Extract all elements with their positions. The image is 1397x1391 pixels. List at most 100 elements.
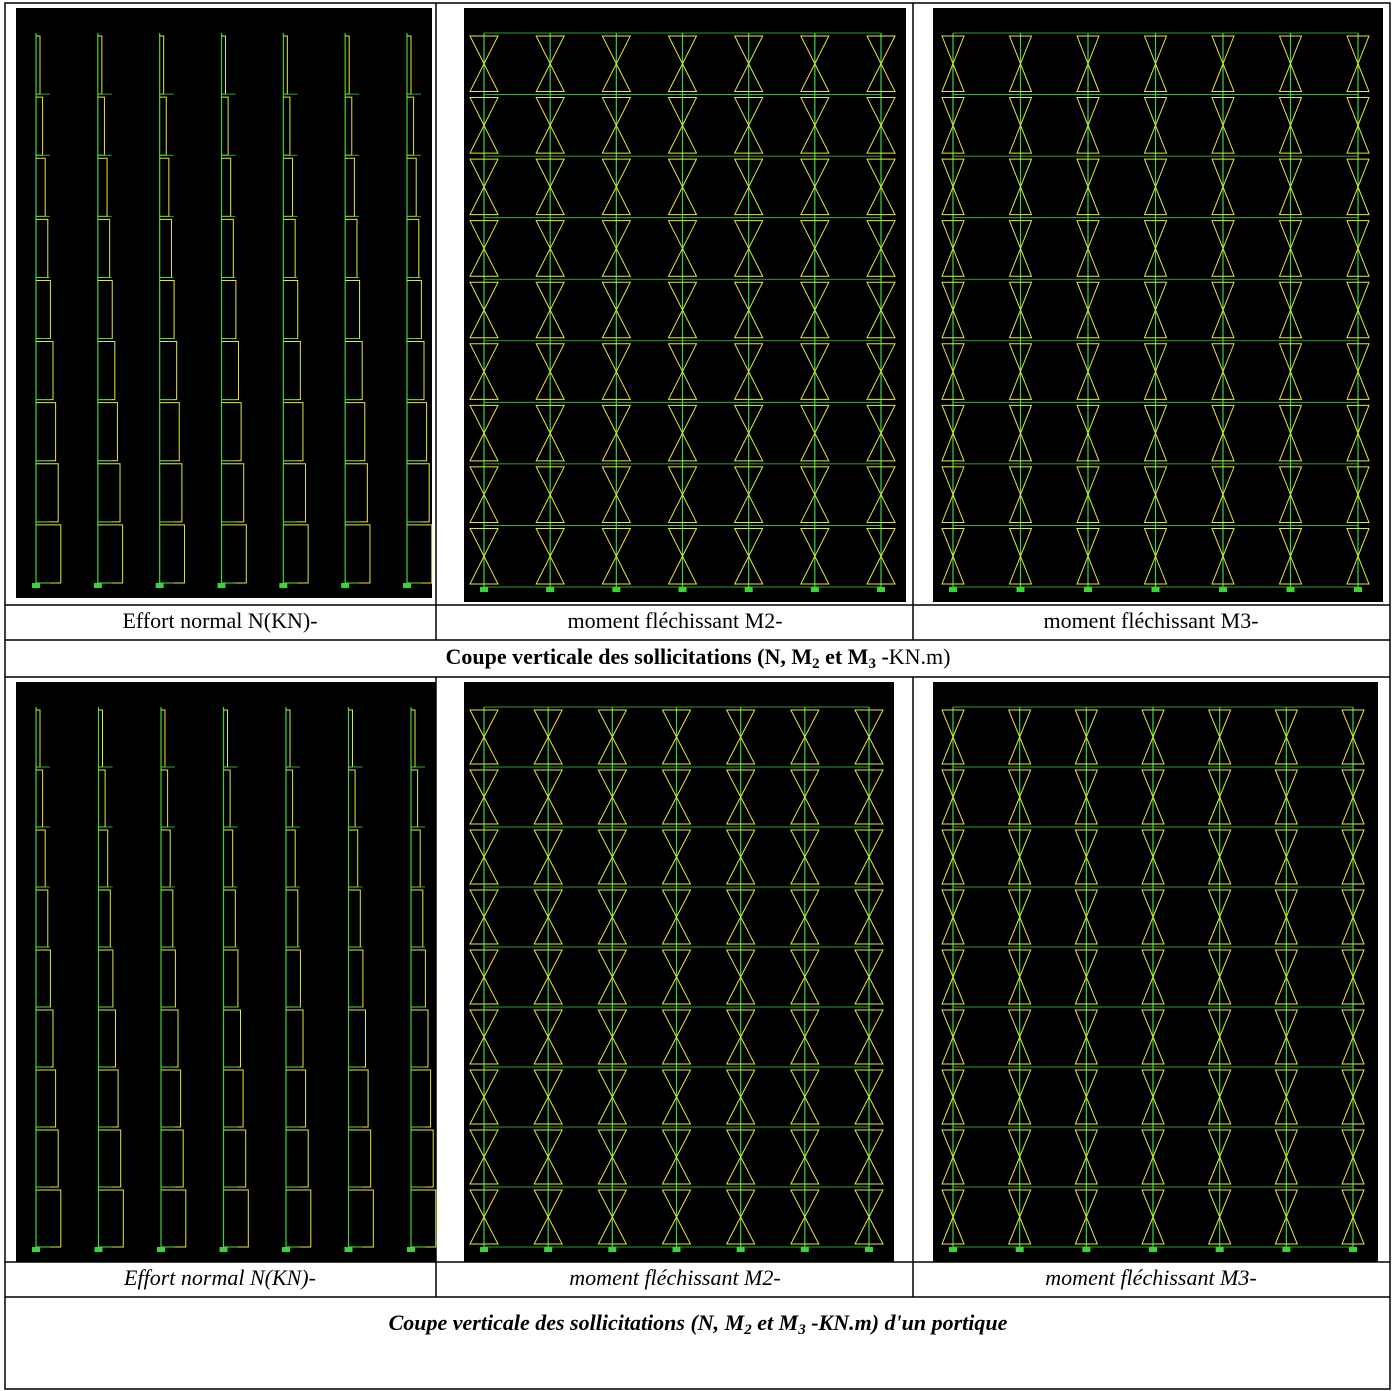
- moment-diagram: [597, 829, 628, 885]
- moment-diagram: [790, 829, 820, 885]
- moment-diagram: [1211, 35, 1235, 93]
- moment-diagram: [469, 709, 499, 765]
- moment-diagram: [1346, 343, 1370, 400]
- moment-diagram: [1143, 343, 1168, 400]
- moment-diagram: [597, 1129, 628, 1185]
- moment-diagram: [1207, 1189, 1232, 1245]
- title-part: et M: [820, 644, 869, 669]
- support: [93, 583, 102, 588]
- moment-diagram: [1211, 527, 1235, 585]
- moment-diagram: [1207, 949, 1232, 1005]
- moment-diagram: [1341, 1129, 1365, 1185]
- support: [810, 587, 819, 592]
- moment-diagram: [469, 1189, 499, 1245]
- moment-diagram: [1341, 769, 1365, 825]
- moment-diagram: [1008, 343, 1033, 400]
- moment-diagram: [1341, 829, 1365, 885]
- moment-diagram: [1074, 1129, 1099, 1185]
- moment-diagram: [1074, 1069, 1099, 1125]
- support: [1149, 1247, 1157, 1252]
- moment-diagram: [1008, 220, 1033, 277]
- moment-diagram: [1211, 220, 1235, 277]
- moment-diagram: [1007, 1129, 1032, 1185]
- moment-diagram: [1211, 466, 1235, 523]
- moment-diagram: [1341, 1069, 1365, 1125]
- support: [480, 587, 488, 592]
- moment-diagram: [661, 889, 692, 945]
- support: [282, 1247, 290, 1252]
- support: [877, 587, 885, 592]
- moment-diagram: [1341, 1009, 1365, 1065]
- support: [1151, 587, 1160, 592]
- moment-diagram: [1207, 889, 1232, 945]
- moment-diagram: [601, 527, 632, 585]
- moment-diagram: [733, 527, 764, 585]
- moment-diagram: [535, 281, 565, 339]
- moment-diagram: [1211, 97, 1235, 154]
- moment-diagram: [1278, 97, 1303, 154]
- moment-diagram: [1143, 527, 1168, 585]
- moment-diagram: [1143, 404, 1168, 462]
- moment-diagram: [733, 158, 764, 216]
- moment-diagram: [1211, 404, 1235, 462]
- moment-diagram: [941, 769, 965, 825]
- section-title: Coupe verticale des sollicitations (N, M…: [445, 644, 950, 672]
- moment-diagram: [667, 404, 698, 462]
- moment-diagram: [1141, 1009, 1165, 1065]
- table-border: [4, 2, 1391, 1390]
- moment-diagram: [1076, 35, 1100, 93]
- moment-diagram: [1141, 1129, 1165, 1185]
- moment-diagram: [800, 158, 830, 216]
- support: [672, 1247, 681, 1252]
- moment-diagram: [854, 949, 884, 1005]
- moment-diagram: [1341, 949, 1365, 1005]
- moment-diagram: [535, 466, 565, 523]
- moment-diagram: [1211, 343, 1235, 400]
- moment-diagram: [800, 343, 830, 400]
- moment-diagram: [733, 404, 764, 462]
- moment-diagram: [854, 1189, 884, 1245]
- moment-diagram: [800, 35, 830, 93]
- moment-diagram: [854, 1069, 884, 1125]
- diagram-panels: [16, 8, 1383, 1262]
- moment-diagram: [533, 709, 563, 765]
- moment-diagram: [661, 709, 692, 765]
- moment-diagram: [1074, 889, 1099, 945]
- support: [1349, 1247, 1357, 1252]
- moment-diagram: [866, 281, 896, 339]
- moment-diagram: [800, 404, 830, 462]
- moment-diagram: [941, 343, 965, 400]
- support: [407, 1247, 415, 1252]
- support: [157, 1247, 165, 1252]
- support: [279, 583, 288, 588]
- moment-diagram: [1211, 281, 1235, 339]
- moment-diagram: [790, 1009, 820, 1065]
- moment-diagram: [725, 1069, 756, 1125]
- moment-diagram: [1346, 220, 1370, 277]
- moment-diagram: [597, 889, 628, 945]
- moment-diagram: [800, 220, 830, 277]
- moment-diagram: [535, 97, 565, 154]
- moment-diagram: [941, 466, 965, 523]
- support: [1016, 587, 1025, 592]
- moment-diagram: [941, 829, 965, 885]
- moment-diagram: [725, 709, 756, 765]
- moment-diagram: [597, 709, 628, 765]
- support: [1215, 1247, 1224, 1252]
- moment-diagram: [1143, 466, 1168, 523]
- moment-diagram: [469, 35, 499, 93]
- moment-diagram: [866, 527, 896, 585]
- moment-diagram: [725, 1189, 756, 1245]
- moment-diagram: [535, 35, 565, 93]
- moment-diagram: [469, 1129, 499, 1185]
- moment-diagram: [1274, 1189, 1299, 1245]
- caption: Effort normal N(KN)-: [122, 608, 317, 633]
- moment-diagram: [535, 404, 565, 462]
- support: [736, 1247, 745, 1252]
- moment-diagram: [1008, 35, 1033, 93]
- moment-diagram: [1207, 1129, 1232, 1185]
- moment-diagram: [1008, 404, 1033, 462]
- screenshot-panel: [16, 682, 436, 1262]
- support: [546, 587, 555, 592]
- support: [608, 1247, 617, 1252]
